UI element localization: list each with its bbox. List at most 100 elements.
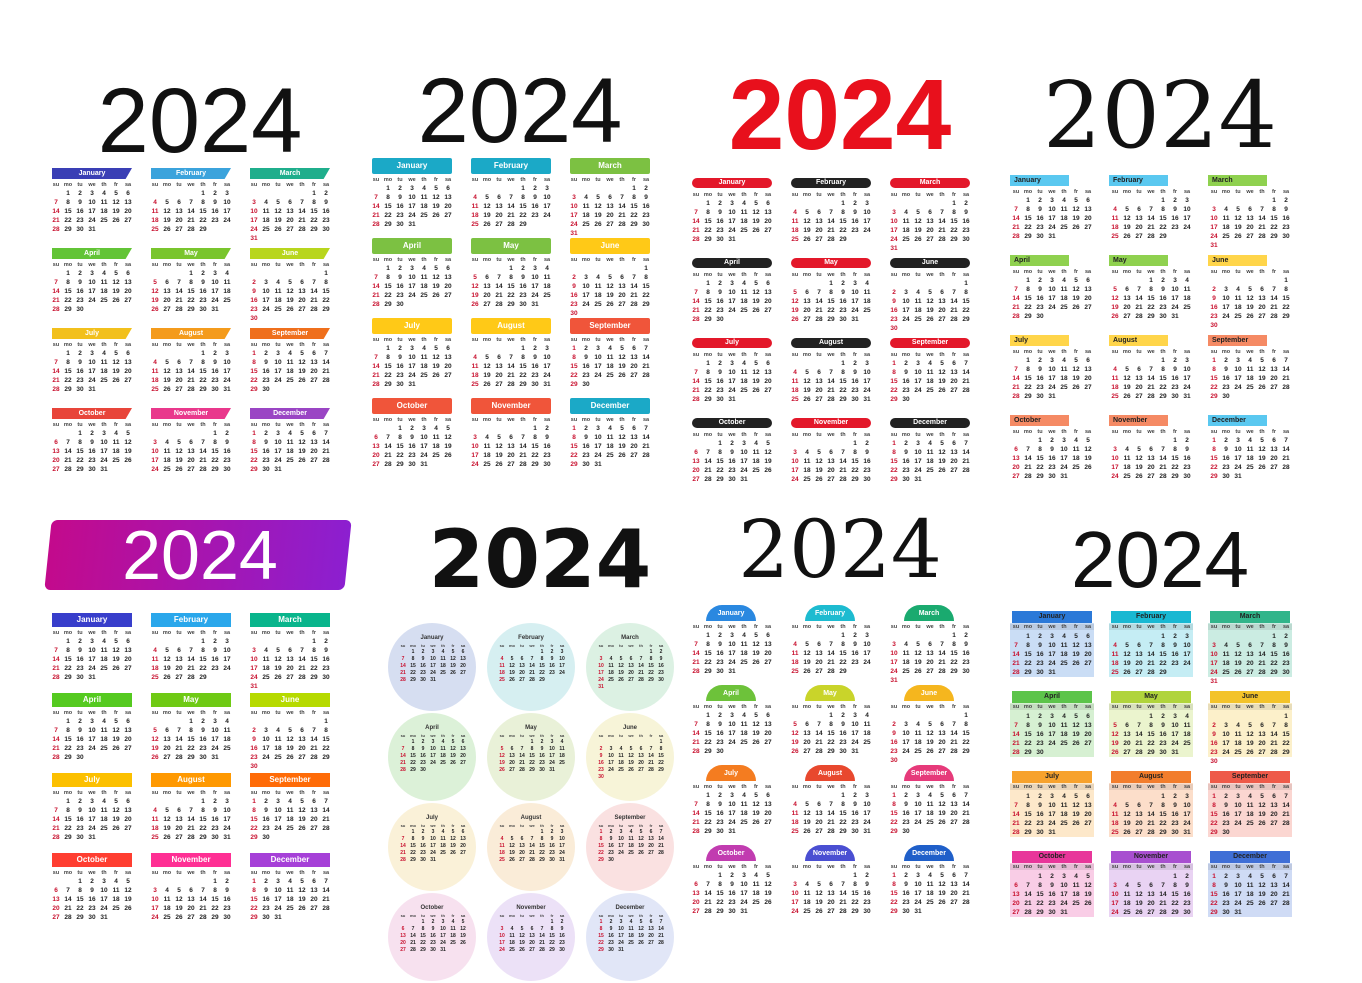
day-number: 31 (1234, 473, 1242, 480)
day-number: 26 (1258, 384, 1266, 391)
day-number: 4 (225, 270, 229, 277)
day-number: 12 (803, 650, 811, 657)
day-number: 2 (78, 798, 82, 805)
day-number: 5 (1236, 206, 1240, 213)
day-number: 9 (225, 439, 229, 446)
day-number: 13 (124, 199, 132, 206)
day-number: 25 (450, 940, 456, 946)
day-number: 31 (559, 857, 565, 863)
weekday-header: su mo tu we th fr sa (471, 337, 551, 343)
day-number: 24 (1234, 900, 1242, 907)
day-number: 12 (151, 736, 159, 743)
day-number: 13 (310, 439, 318, 446)
day-number: 1 (892, 440, 896, 447)
month-november: November su mo tu we th fr sa 1 2 3 4 5 6 7 8 9 10 11 12 13 1… (1109, 851, 1197, 931)
day-number: 18 (740, 378, 748, 385)
month-label: September (250, 773, 330, 787)
day-number: 22 (716, 467, 724, 474)
day-number: 9 (264, 887, 268, 894)
day-number: 10 (1234, 802, 1242, 809)
day-number: 2 (78, 638, 82, 645)
day-number: 26 (752, 307, 760, 314)
day-number: 24 (1048, 660, 1056, 667)
day-number: 24 (223, 217, 231, 224)
day-number: 26 (1123, 393, 1131, 400)
day-number: 2 (1224, 793, 1228, 800)
day-number: 25 (606, 452, 614, 459)
day-number: 15 (199, 208, 207, 215)
day-number: 10 (88, 359, 96, 366)
day-number: 28 (962, 387, 970, 394)
day-number: 11 (803, 890, 811, 897)
days-grid: 1 2 3 4 5 6 7 8 9 10 11 12 13 14 15 16 17 18 19 20 21 22 23 24 2… (888, 632, 972, 686)
day-number: 17 (211, 288, 219, 295)
day-number: 20 (764, 218, 772, 225)
day-number: 20 (1147, 900, 1155, 907)
day-number: 21 (372, 212, 380, 219)
day-number: 9 (853, 641, 857, 648)
day-number: 16 (88, 448, 96, 455)
day-number: 5 (629, 746, 633, 752)
day-number: 9 (853, 801, 857, 808)
day-number: 6 (1272, 793, 1276, 800)
day-number: 26 (752, 659, 760, 666)
day-number: 6 (1248, 206, 1252, 213)
day-number: 8 (659, 746, 663, 752)
day-number: 22 (851, 899, 859, 906)
weekday-header: su mo tu we th fr sa (52, 710, 132, 716)
day-number: 6 (817, 209, 821, 216)
day-number: 19 (914, 227, 922, 234)
day-number: 13 (1123, 731, 1131, 738)
day-number: 24 (1210, 233, 1218, 240)
weekday-header: su mo tu we th fr sa (791, 352, 871, 358)
day-number: 15 (211, 448, 219, 455)
day-number: 25 (163, 914, 171, 921)
day-number: 20 (827, 899, 835, 906)
day-number: 25 (926, 899, 934, 906)
day-number: 27 (1147, 473, 1155, 480)
day-number: 14 (187, 368, 195, 375)
month-label: January (1010, 175, 1069, 186)
day-number: 24 (890, 236, 898, 243)
day-number: 10 (608, 753, 614, 759)
day-number: 18 (740, 810, 748, 817)
day-number: 23 (851, 659, 859, 666)
day-number: 14 (1159, 455, 1167, 462)
day-number: 11 (1246, 802, 1254, 809)
day-number: 23 (396, 372, 404, 379)
day-number: 29 (64, 674, 72, 681)
day-number: 4 (288, 430, 292, 437)
day-number: 5 (451, 829, 455, 835)
day-number: 2 (584, 345, 588, 352)
day-number: 10 (1171, 286, 1179, 293)
day-number: 26 (450, 670, 456, 676)
day-number: 12 (1246, 295, 1254, 302)
day-number: 28 (400, 677, 406, 683)
weekday-header: su mo tu we th fr sa (692, 704, 772, 710)
weekday-header: su mo tu we th fr sa (692, 192, 772, 198)
day-number: 9 (865, 881, 869, 888)
day-number: 24 (728, 819, 736, 826)
day-number: 25 (1246, 820, 1254, 827)
month-label: October (420, 905, 444, 911)
day-number: 22 (890, 387, 898, 394)
day-number: 12 (1111, 731, 1119, 738)
day-number: 30 (76, 754, 84, 761)
day-number: 30 (420, 767, 426, 773)
day-number: 17 (728, 378, 736, 385)
day-number: 25 (606, 372, 614, 379)
day-number: 2 (213, 350, 217, 357)
day-number: 16 (839, 298, 847, 305)
day-number: 16 (1036, 215, 1044, 222)
day-number: 22 (76, 457, 84, 464)
day-number: 15 (851, 890, 859, 897)
day-number: 26 (444, 452, 452, 459)
day-number: 22 (529, 760, 535, 766)
day-number: 25 (499, 857, 505, 863)
day-number: 29 (704, 668, 712, 675)
day-number: 7 (706, 449, 710, 456)
day-number: 28 (322, 457, 330, 464)
day-number: 18 (1246, 455, 1254, 462)
day-number: 8 (892, 881, 896, 888)
days-grid: 1 2 3 4 5 6 7 8 9 10 11 12 13 14 15 16 17 18 19 20 21 22 23 24 2… (596, 649, 666, 691)
